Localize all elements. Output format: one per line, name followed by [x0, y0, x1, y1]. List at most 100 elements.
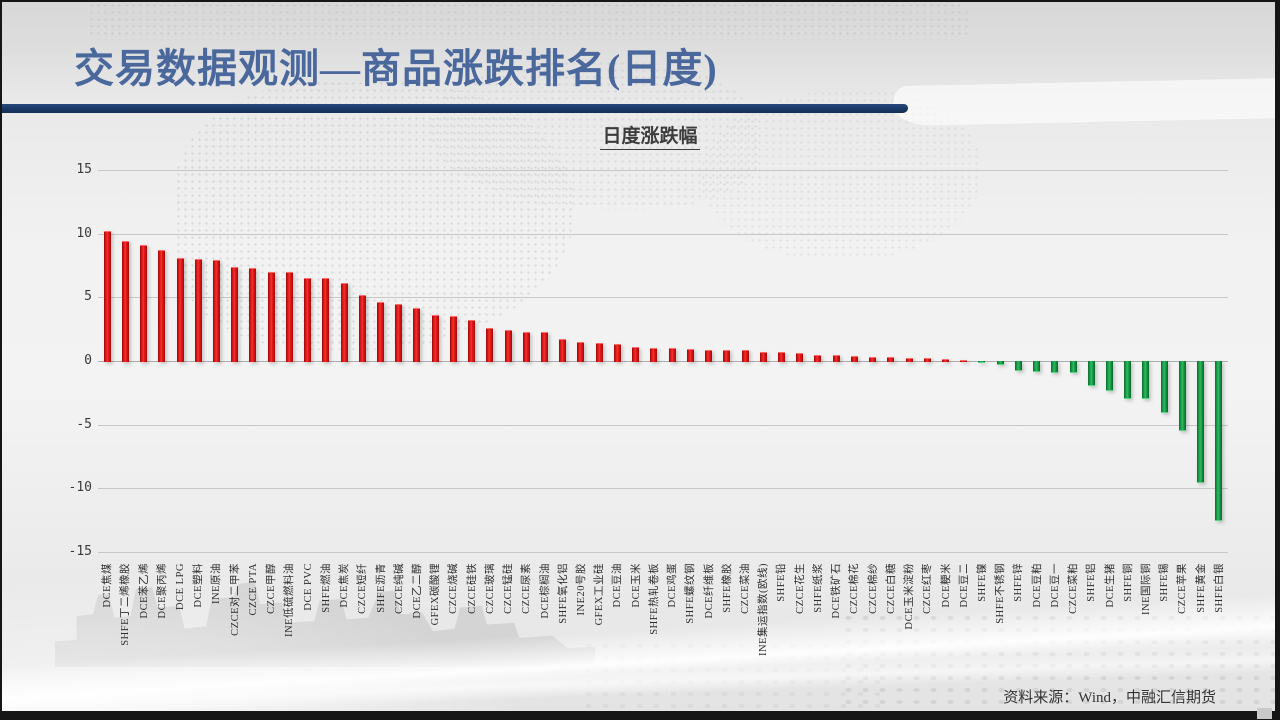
- x-axis-label-text: CZCE硅铁: [466, 563, 478, 614]
- frame-edge: [1275, 0, 1280, 720]
- y-axis-tick-label: -5: [76, 416, 92, 432]
- chart-bar-28: [595, 342, 603, 362]
- x-axis-label-text: SHFE丁二烯橡胶: [120, 563, 132, 646]
- chart-bar-27: [577, 341, 585, 362]
- chart-bar-25: [541, 331, 549, 362]
- chart-bar-45: [905, 357, 913, 362]
- x-axis-label-text: DCE聚丙烯: [156, 563, 168, 619]
- x-axis-label-text: CZCE纯碱: [393, 563, 405, 614]
- world-map-dots-decoration: [88, 2, 968, 40]
- chart-bar-10: [267, 271, 275, 362]
- x-axis-label-text: SHFE黄金: [1195, 563, 1207, 613]
- x-axis-label-text: DCE鸡蛋: [667, 563, 679, 608]
- y-axis-tick-label: 5: [84, 289, 92, 305]
- x-axis-label-text: GFEX工业硅: [594, 563, 606, 626]
- chart-bar-58: [1142, 361, 1150, 399]
- data-source-note: 资料来源：Wind，中融汇信期货: [1003, 690, 1216, 706]
- x-axis-label-text: DCE粳米: [940, 563, 952, 608]
- chart-bar-62: [1215, 361, 1223, 522]
- chart-bar-7: [212, 260, 220, 362]
- chart-bar-29: [613, 344, 621, 362]
- x-axis-label-text: CZCE棉纱: [867, 563, 879, 614]
- chart-bar-52: [1033, 361, 1041, 373]
- x-axis-label-text: DCE豆油: [612, 563, 624, 608]
- x-axis-label-text: DCE焦煤: [102, 563, 114, 608]
- chart-bar-4: [158, 250, 166, 362]
- chart-bar-21: [468, 320, 476, 362]
- gridline-y--15: [98, 552, 1228, 553]
- x-axis-label-text: DCE LPG: [175, 563, 187, 610]
- chart-bar-15: [358, 294, 366, 362]
- x-axis-label-text: DCE PVC: [302, 563, 314, 611]
- world-map-dots-decoration: [175, 80, 575, 350]
- x-axis-label-text: SHFE热轧卷板: [648, 563, 660, 635]
- chart-bar-22: [486, 327, 494, 362]
- x-axis-label-text: CZCE菜粕: [1068, 563, 1080, 614]
- chart-bar-19: [431, 315, 439, 362]
- x-axis-label-text: DCE玉米: [630, 563, 642, 608]
- chart-bar-53: [1051, 361, 1059, 374]
- x-axis-label-text: SHFE铅: [776, 563, 788, 602]
- chart-bar-59: [1160, 361, 1168, 413]
- x-axis-label-text: DCE豆一: [1049, 563, 1061, 608]
- chart-bar-39: [796, 353, 804, 362]
- page-title: 交易数据观测—商品涨跌排名(日度): [74, 46, 718, 91]
- x-axis-label-text: INE国际铜: [1140, 563, 1152, 615]
- y-axis-tick-label: 15: [76, 162, 92, 177]
- chart-bar-34: [705, 349, 713, 362]
- chart-bar-44: [887, 357, 895, 362]
- chart-bar-36: [741, 350, 749, 362]
- chart-bar-16: [377, 302, 384, 362]
- chart-bar-43: [869, 357, 877, 362]
- chart-title: 日度涨跌幅: [540, 121, 760, 150]
- chart-bar-57: [1124, 361, 1132, 399]
- x-axis-label-text: CZCE甲醇: [266, 563, 278, 614]
- x-axis-label-text: SHFE白银: [1213, 563, 1225, 613]
- x-axis-label-text: CZCE菜油: [740, 563, 752, 614]
- chart-bar-12: [304, 278, 312, 362]
- chart-bar-31: [650, 348, 658, 362]
- chart-bar-35: [723, 349, 731, 362]
- chart-bar-18: [413, 307, 421, 362]
- chart-bar-9: [249, 268, 257, 362]
- chart-bar-17: [395, 303, 403, 362]
- chart-bar-13: [322, 278, 330, 362]
- x-axis-label-text: DCE生猪: [1104, 563, 1116, 608]
- chart-bar-56: [1106, 361, 1114, 392]
- x-axis-label-text: SHFE铝: [1086, 563, 1098, 602]
- frame-edge: [0, 0, 1280, 2]
- x-axis-label-text: DCE纤维板: [703, 563, 715, 619]
- x-axis-label-text: INE集运指数(欧线): [758, 563, 770, 656]
- x-axis-label-text: SHFE纸浆: [812, 563, 824, 613]
- x-axis-label-text: CZCE玻璃: [484, 563, 496, 614]
- x-axis-label-text: DCE铁矿石: [831, 563, 843, 619]
- x-axis-label-text: SHFE不锈钢: [995, 563, 1007, 624]
- x-axis-label-text: CZCE对二甲苯: [229, 563, 241, 636]
- chart-bar-11: [285, 271, 293, 362]
- chart-bar-24: [522, 331, 530, 362]
- y-axis-tick-label: -10: [68, 480, 92, 496]
- x-axis-label-text: DCE焦炭: [339, 563, 351, 608]
- x-axis-label-text: INE低硫燃料油: [284, 563, 296, 637]
- chart-bar-48: [960, 360, 968, 362]
- world-map-dots-decoration: [430, 60, 760, 210]
- x-axis-label-text: SHFE氧化铝: [557, 563, 569, 624]
- chart-bar-46: [923, 358, 931, 362]
- x-axis-label-text: CZCE锰硅: [503, 563, 515, 614]
- x-axis-label-text: INE原油: [211, 563, 223, 604]
- chart-bar-30: [632, 346, 640, 362]
- chart-bar-42: [850, 355, 858, 362]
- gridline-y-0: [98, 361, 1228, 362]
- chart-bar-51: [1014, 361, 1022, 371]
- x-axis-label-text: DCE棕榈油: [539, 563, 551, 619]
- gridline-y--5: [98, 424, 1228, 426]
- chart-bar-38: [777, 352, 785, 362]
- x-axis-label-text: DCE豆粕: [1031, 563, 1043, 608]
- x-axis-label-text: SHFE锡: [1159, 563, 1171, 602]
- x-axis-label-text: SHFE沥青: [375, 563, 387, 613]
- chart-bar-26: [559, 339, 567, 362]
- x-axis-label-text: SHFE螺纹钢: [685, 563, 697, 624]
- chart-bar-55: [1087, 361, 1095, 387]
- frame-edge: [0, 0, 2, 720]
